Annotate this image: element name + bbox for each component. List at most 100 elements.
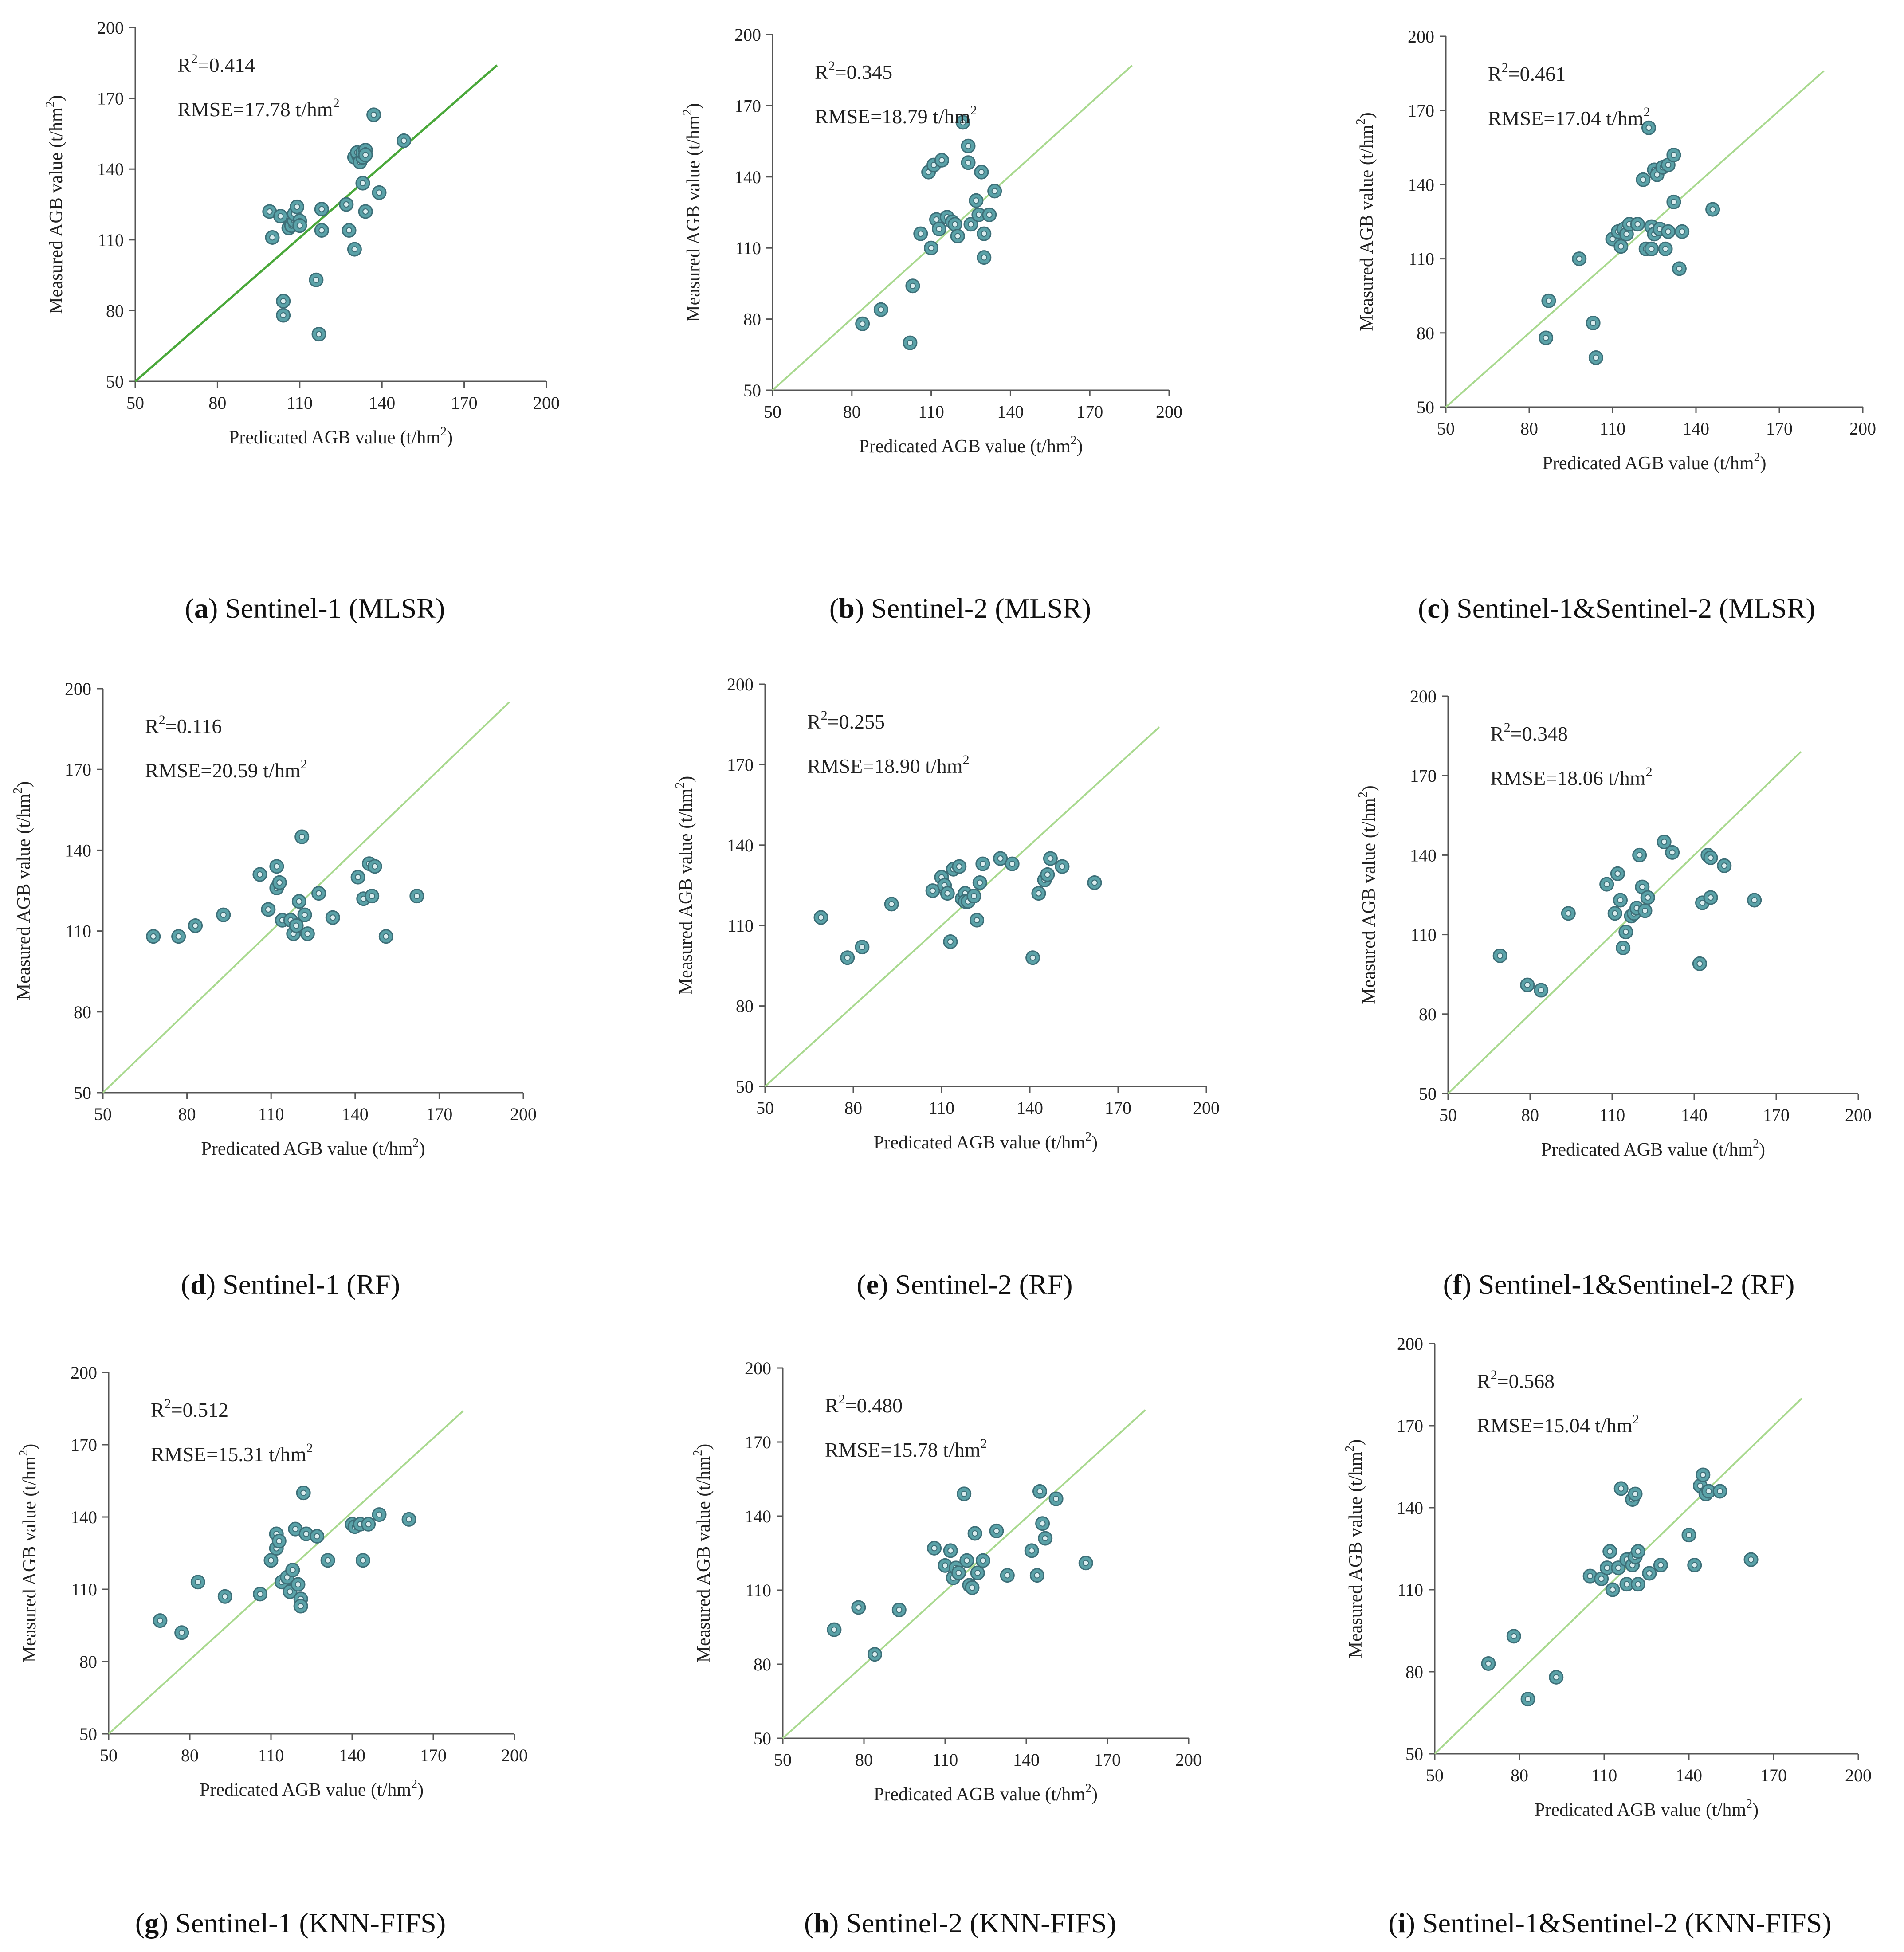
data-point: [347, 242, 362, 257]
data-point: [1055, 859, 1070, 874]
x-tick-label: 110: [258, 1745, 284, 1765]
data-point: [1087, 875, 1102, 890]
x-axis-label: Predicated AGB value (t/hm2): [859, 434, 1083, 457]
x-axis-label: Predicated AGB value (t/hm2): [1542, 451, 1766, 474]
data-point: [350, 870, 365, 885]
data-point: [291, 1577, 306, 1592]
y-tick-label: 200: [97, 18, 124, 38]
x-tick-label: 80: [855, 1750, 873, 1770]
data-point: [1637, 903, 1653, 918]
y-tick-label: 140: [97, 159, 124, 179]
y-tick-label: 140: [1408, 175, 1434, 195]
data-point: [1043, 851, 1058, 866]
scatter-chart-d: 50 80 110 140 170 200 50 80 110 140 170 200 R2=0.116…: [11, 679, 537, 1159]
y-tick-label: 200: [1397, 1334, 1423, 1354]
data-point: [269, 859, 284, 874]
data-point: [1632, 847, 1647, 862]
rmse-annotation: RMSE=18.90 t/hm2: [807, 753, 970, 777]
y-tick-label: 170: [745, 1432, 771, 1452]
data-point: [366, 107, 381, 122]
caption-text: Sentinel-1&Sentinel-2 (KNN-FIFS): [1415, 1907, 1832, 1939]
y-tick-label: 50: [79, 1724, 97, 1744]
panel-caption: (g) Sentinel-1 (KNN-FIFS): [24, 1907, 557, 1940]
x-tick-label: 80: [1511, 1765, 1528, 1785]
data-point: [358, 204, 373, 219]
data-point: [372, 1507, 387, 1522]
data-point: [153, 1613, 168, 1628]
data-point: [1712, 1484, 1727, 1499]
r2-annotation: R2=0.255: [807, 708, 885, 733]
data-point: [967, 1526, 982, 1541]
x-tick-label: 170: [1760, 1765, 1787, 1785]
y-tick-label: 140: [71, 1507, 97, 1527]
data-point: [943, 934, 958, 949]
caption-open-paren: (: [829, 592, 839, 624]
data-point: [288, 1521, 303, 1537]
data-point: [1636, 172, 1651, 187]
data-point: [1040, 867, 1055, 882]
data-point: [1610, 866, 1625, 881]
data-point: [1653, 1558, 1668, 1572]
data-point: [851, 1600, 866, 1615]
data-point: [1607, 906, 1622, 921]
y-tick-label: 50: [1417, 397, 1434, 417]
r2-annotation: R2=0.348: [1490, 720, 1568, 745]
data-point: [1520, 977, 1535, 992]
data-point: [925, 883, 940, 898]
y-tick-label: 50: [743, 380, 761, 400]
y-tick-label: 170: [97, 89, 124, 109]
r2-annotation: R2=0.568: [1477, 1368, 1555, 1392]
data-point: [300, 926, 315, 941]
scatter-chart-g: 50 80 110 140 170 200 50 80 110 140 170 200 R2=0.512…: [17, 1363, 528, 1800]
data-point: [952, 859, 967, 874]
x-tick-label: 140: [1017, 1098, 1043, 1118]
data-point: [1520, 1692, 1535, 1707]
x-tick-label: 50: [100, 1745, 118, 1765]
data-point: [1078, 1556, 1093, 1571]
one-to-one-line: [1445, 70, 1825, 408]
data-point: [146, 929, 161, 944]
panel-caption: (f) Sentinel-1&Sentinel-2 (RF): [1353, 1268, 1885, 1301]
r2-annotation: R2=0.480: [825, 1392, 903, 1417]
rmse-annotation: RMSE=15.31 t/hm2: [151, 1441, 313, 1466]
data-point: [975, 856, 990, 871]
panel-caption: (c) Sentinel-1&Sentinel-2 (MLSR): [1350, 592, 1883, 625]
data-point: [325, 910, 340, 925]
x-axis-label: Predicated AGB value (t/hm2): [1535, 1797, 1759, 1820]
y-tick-label: 170: [727, 755, 754, 775]
data-point: [1666, 194, 1681, 209]
y-axis-label: Measured AGB value (t/hm2): [673, 776, 696, 995]
data-point: [365, 889, 380, 904]
caption-text: Sentinel-2 (KNN-FIFS): [839, 1907, 1116, 1939]
x-tick-label: 170: [1763, 1105, 1790, 1125]
y-tick-label: 50: [74, 1083, 91, 1103]
data-point: [1657, 835, 1672, 850]
data-point: [401, 1512, 416, 1527]
y-tick-label: 110: [1408, 249, 1434, 269]
data-point: [1613, 1481, 1629, 1496]
data-point: [188, 918, 203, 933]
caption-text: Sentinel-1 (KNN-FIFS): [168, 1907, 446, 1939]
x-tick-label: 50: [126, 393, 144, 413]
data-point: [974, 165, 989, 180]
x-tick-label: 50: [1426, 1765, 1444, 1785]
data-point: [903, 335, 918, 350]
data-point: [947, 217, 962, 232]
data-point: [342, 223, 357, 238]
y-axis-label: Measured AGB value (t/hm2): [1343, 1439, 1366, 1658]
data-point: [1681, 1528, 1696, 1543]
data-point: [378, 929, 393, 944]
caption-text: Sentinel-2 (MLSR): [864, 592, 1091, 624]
x-tick-label: 200: [1156, 402, 1182, 422]
data-point: [293, 1599, 308, 1614]
data-point: [296, 1486, 311, 1501]
x-axis-label: Predicated AGB value (t/hm2): [1541, 1137, 1765, 1160]
caption-close-paren: ): [206, 1269, 216, 1300]
caption-open-paren: (: [1443, 1269, 1453, 1300]
data-point: [873, 302, 888, 317]
data-point: [924, 240, 939, 255]
scatter-chart-a: 50 80 110 140 170 200 50 80 110 140 170 200 R2=0.414…: [43, 18, 560, 448]
y-tick-label: 140: [727, 835, 754, 855]
data-point: [959, 1553, 974, 1568]
